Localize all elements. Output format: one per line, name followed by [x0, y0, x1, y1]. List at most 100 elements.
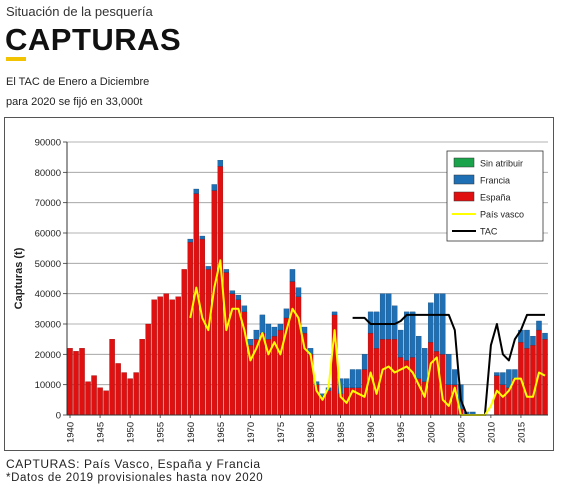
bar-francia [241, 305, 248, 313]
bar-espana [391, 339, 398, 416]
x-tick-label: 1965 [216, 422, 227, 443]
bar-francia [397, 329, 404, 358]
legend-swatch [453, 174, 475, 185]
bar-espana [199, 238, 205, 416]
legend-label: España [480, 193, 511, 203]
legend-swatch [453, 157, 475, 168]
legend-swatch [453, 191, 475, 202]
bar-espana [139, 339, 145, 416]
tac-note-line1: El TAC de Enero a Diciembre [6, 76, 150, 88]
tac-line [352, 313, 545, 416]
bar-espana [205, 269, 211, 416]
bar-francia [524, 329, 530, 349]
x-tick-label: 1940 [66, 422, 77, 443]
legend-label: País vasco [480, 210, 524, 220]
bar-francia [229, 290, 236, 294]
bar-francia [355, 369, 362, 388]
bar-francia [536, 320, 542, 331]
bar-espana [151, 299, 157, 416]
x-tick-label: 2015 [516, 422, 527, 443]
bar-francia [373, 311, 380, 349]
y-tick-label: 20000 [35, 350, 61, 361]
bar-espana [187, 241, 193, 416]
x-tick-label: 1970 [246, 422, 257, 443]
x-tick-label: 1995 [396, 422, 407, 443]
bar-francia [404, 311, 410, 361]
footer-note-line: *Datos de 2019 provisionales hasta nov 2… [6, 472, 264, 484]
bar-francia [253, 329, 260, 340]
x-tick-label: 1980 [306, 422, 317, 443]
x-tick-label: 1945 [96, 422, 107, 443]
bar-espana [157, 296, 163, 416]
bar-francia [542, 332, 548, 340]
bar-francia [343, 378, 350, 388]
bar-francia [416, 335, 422, 379]
bar-francia [199, 235, 205, 240]
bar-espana [175, 296, 181, 416]
y-tick-label: 0 [56, 411, 61, 422]
bar-francia [259, 314, 266, 334]
bar-francia [331, 311, 338, 316]
bar-francia [187, 238, 193, 243]
bar-espana [79, 348, 85, 416]
x-tick-label: 2000 [426, 422, 437, 443]
bar-francia [265, 323, 272, 340]
bar-francia [295, 287, 302, 297]
bar-francia [440, 293, 446, 355]
bar-francia [235, 295, 242, 300]
bar-espana [67, 348, 73, 416]
bar-francia [434, 293, 440, 352]
bar-espana [163, 293, 169, 416]
bar-francia [211, 184, 218, 191]
bar-espana [85, 381, 91, 416]
bar-espana [530, 345, 536, 416]
bar-espana [193, 193, 199, 416]
x-tick-label: 2005 [456, 422, 467, 443]
bar-espana [133, 372, 139, 416]
bar-espana [109, 339, 115, 416]
x-tick-label: 2010 [486, 422, 497, 443]
bar-espana [103, 390, 109, 416]
bar-francia [271, 326, 278, 337]
bar-espana [259, 332, 266, 416]
bar-francia [205, 266, 211, 270]
bar-espana [542, 339, 548, 416]
bar-francia [506, 369, 512, 388]
x-tick-label: 1955 [156, 422, 167, 443]
x-tick-label: 1950 [126, 422, 137, 443]
bar-espana [223, 272, 230, 416]
y-tick-label: 10000 [35, 380, 61, 391]
y-tick-label: 50000 [35, 259, 61, 270]
bar-espana [91, 375, 97, 416]
captures-chart: 0 10000 20000 30000 40000 50000 60000 70000 8000… [13, 138, 548, 443]
bar-francia [385, 293, 392, 340]
bar-francia [247, 339, 254, 346]
bar-espana [181, 269, 187, 416]
pais-vasco-line [189, 259, 546, 416]
bar-francia [446, 354, 452, 385]
title-underline [6, 57, 26, 61]
bar-espana [145, 323, 151, 416]
bar-francia [289, 269, 296, 282]
y-tick-label: 30000 [35, 320, 61, 331]
bar-francia [277, 323, 284, 331]
bar-francia [494, 372, 500, 376]
bar-espana [97, 387, 103, 416]
y-tick-label: 60000 [35, 229, 61, 240]
y-tick-label: 90000 [35, 138, 61, 149]
y-axis-title: Capturas (t) [13, 247, 25, 309]
bar-espana [373, 348, 380, 416]
bar-francia [283, 308, 290, 319]
bar-espana [397, 357, 404, 416]
bar-espana [325, 390, 332, 416]
bar-francia [422, 348, 428, 382]
page-title: CAPTURAS [5, 22, 182, 57]
y-tick-label: 70000 [35, 198, 61, 209]
bar-francia [530, 335, 536, 346]
bar-espana [115, 363, 121, 416]
bar-espana [385, 339, 392, 416]
legend-label: TAC [480, 227, 498, 237]
bar-espana [289, 281, 296, 416]
y-tick-label: 40000 [35, 289, 61, 300]
bar-francia [349, 369, 356, 388]
